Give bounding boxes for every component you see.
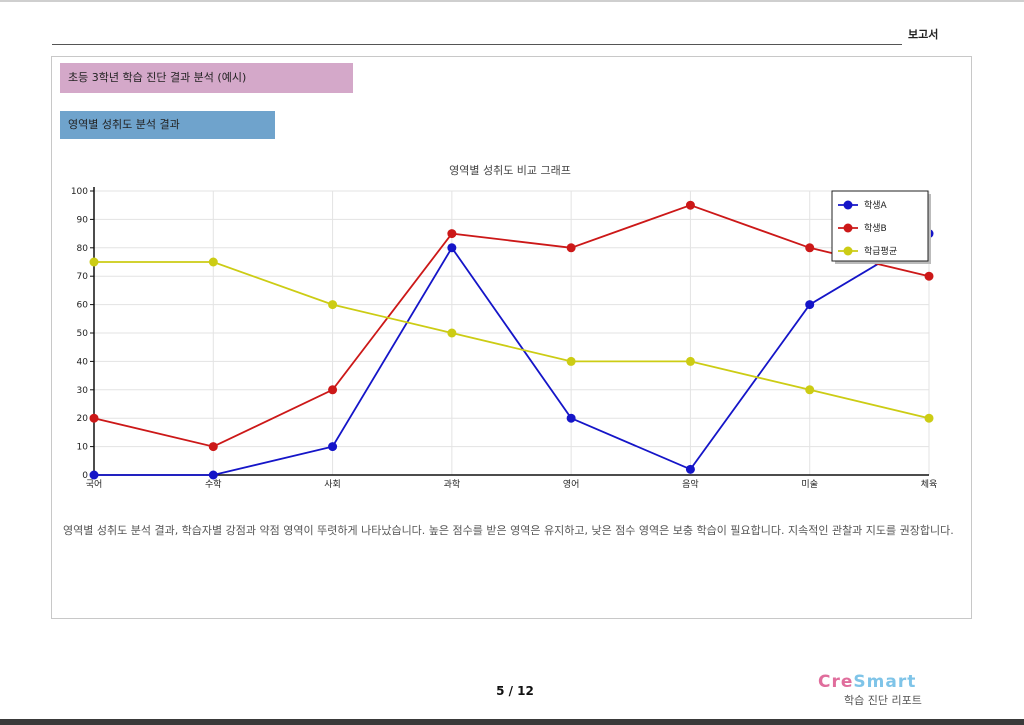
data-point bbox=[447, 243, 457, 253]
y-tick-label: 10 bbox=[77, 443, 89, 453]
legend-label: 학생A bbox=[864, 200, 888, 211]
x-tick-label: 수학 bbox=[205, 479, 222, 490]
y-tick-label: 70 bbox=[77, 272, 89, 282]
logo-part-a: Cre bbox=[818, 672, 854, 692]
data-point bbox=[566, 243, 576, 253]
subsection-tag: 영역별 성취도 분석 결과 bbox=[60, 111, 275, 139]
data-point bbox=[685, 464, 695, 474]
x-tick-label: 음악 bbox=[682, 478, 699, 490]
data-point bbox=[805, 385, 815, 395]
y-tick-label: 50 bbox=[77, 329, 89, 339]
x-tick-label: 사회 bbox=[324, 479, 341, 490]
logo-part-b: Smart bbox=[853, 672, 917, 692]
series-line bbox=[94, 232, 930, 476]
data-point bbox=[924, 413, 934, 423]
y-tick-label: 20 bbox=[77, 414, 89, 424]
page-top-border bbox=[0, 0, 1024, 2]
series-line bbox=[94, 261, 930, 420]
data-point bbox=[685, 356, 695, 366]
data-point bbox=[208, 470, 218, 480]
data-point bbox=[328, 385, 338, 395]
x-tick-label: 과학 bbox=[444, 479, 461, 490]
y-tick-label: 30 bbox=[77, 386, 89, 396]
page-bottom-border bbox=[0, 719, 1024, 725]
legend-marker bbox=[843, 200, 853, 210]
data-point bbox=[447, 328, 457, 338]
y-tick-label: 0 bbox=[82, 471, 88, 481]
data-point bbox=[328, 442, 338, 452]
y-tick-label: 100 bbox=[71, 187, 88, 197]
section-tag: 초등 3학년 학습 진단 결과 분석 (예시) bbox=[60, 63, 353, 93]
series-line bbox=[93, 204, 930, 448]
legend-marker bbox=[843, 246, 853, 256]
data-point bbox=[805, 300, 815, 310]
data-point bbox=[685, 200, 695, 210]
y-tick-label: 40 bbox=[77, 357, 89, 367]
chart-title: 영역별 성취도 비교 그래프 bbox=[449, 164, 571, 177]
data-point bbox=[208, 257, 218, 267]
data-point bbox=[89, 470, 99, 480]
data-point bbox=[566, 413, 576, 423]
page-number: 5 / 12 bbox=[496, 684, 534, 698]
brand-logo: CreSmart 학습 진단 리포트 bbox=[818, 672, 958, 712]
legend-marker bbox=[843, 223, 853, 233]
data-point bbox=[447, 229, 457, 239]
y-tick-label: 90 bbox=[77, 215, 89, 225]
x-tick-label: 체육 bbox=[921, 479, 938, 490]
y-tick-label: 60 bbox=[77, 301, 89, 311]
logo-subtitle: 학습 진단 리포트 bbox=[844, 694, 922, 707]
x-tick-label: 미술 bbox=[801, 479, 818, 490]
legend-label: 학생B bbox=[864, 223, 887, 234]
data-point bbox=[208, 442, 218, 452]
content-frame bbox=[51, 56, 972, 619]
data-point bbox=[89, 413, 99, 423]
data-point bbox=[89, 257, 99, 267]
x-tick-label: 국어 bbox=[86, 479, 103, 490]
header-rule bbox=[52, 44, 902, 45]
analysis-note: 영역별 성취도 분석 결과, 학습자별 강점과 약점 영역이 뚜렷하게 나타났습… bbox=[63, 524, 954, 537]
legend-label: 학급평균 bbox=[864, 246, 897, 257]
y-tick-label: 80 bbox=[77, 244, 89, 254]
data-point bbox=[805, 243, 815, 253]
data-point bbox=[566, 356, 576, 366]
data-point bbox=[924, 271, 934, 281]
header-label: 보고서 bbox=[908, 28, 939, 41]
data-point bbox=[328, 300, 338, 310]
x-tick-label: 영어 bbox=[563, 479, 580, 490]
